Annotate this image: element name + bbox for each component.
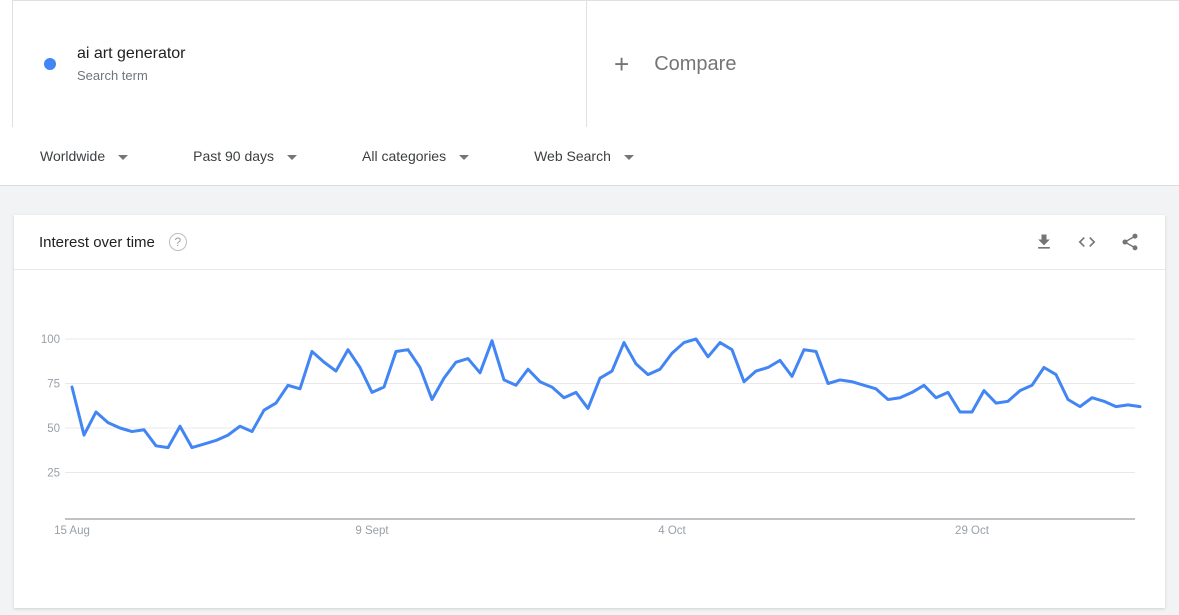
svg-text:50: 50 — [47, 423, 60, 435]
compare-add-card[interactable]: + Compare — [587, 0, 1179, 127]
filter-searchtype-label: Web Search — [534, 148, 611, 164]
chevron-down-icon — [623, 154, 634, 160]
filter-category-dropdown[interactable]: All categories — [362, 148, 470, 164]
svg-text:4 Oct: 4 Oct — [658, 525, 686, 537]
share-button[interactable] — [1120, 232, 1140, 252]
chart-card-header: Interest over time ? — [14, 215, 1165, 270]
filter-geo-dropdown[interactable]: Worldwide — [40, 148, 129, 164]
chart-title: Interest over time — [39, 233, 155, 251]
interest-over-time-card: Interest over time ? — [14, 215, 1165, 608]
svg-text:100: 100 — [41, 334, 60, 346]
search-term-type: Search term — [77, 68, 148, 83]
filter-geo-label: Worldwide — [40, 148, 106, 164]
interest-chart[interactable]: 25 50 75 100 15 Aug 9 Sept 4 Oct 29 Oct — [14, 270, 1165, 608]
chevron-down-icon — [118, 154, 129, 160]
filter-searchtype-dropdown[interactable]: Web Search — [534, 148, 634, 164]
terms-gutter — [0, 0, 13, 127]
compare-label: Compare — [654, 52, 737, 75]
trend-line-chart: 25 50 75 100 15 Aug 9 Sept 4 Oct 29 Oct — [41, 334, 1142, 537]
embed-button[interactable] — [1077, 232, 1097, 252]
download-button[interactable] — [1034, 232, 1054, 252]
filter-time-dropdown[interactable]: Past 90 days — [193, 148, 298, 164]
filter-bar: Worldwide Past 90 days All categories We… — [0, 127, 1179, 186]
download-icon — [1038, 234, 1050, 249]
svg-text:29 Oct: 29 Oct — [955, 525, 990, 537]
series-color-dot — [44, 58, 56, 70]
chevron-down-icon — [287, 154, 298, 160]
page-body: Interest over time ? — [0, 186, 1179, 608]
chevron-down-icon — [459, 154, 470, 160]
search-terms-bar: ai art generator Search term + Compare — [0, 0, 1179, 127]
share-icon — [1122, 233, 1138, 251]
search-term-card[interactable]: ai art generator Search term — [13, 0, 587, 127]
svg-text:15 Aug: 15 Aug — [54, 525, 90, 537]
svg-text:75: 75 — [47, 379, 60, 391]
svg-text:25: 25 — [47, 468, 60, 480]
plus-icon: + — [614, 49, 630, 79]
filter-time-label: Past 90 days — [193, 148, 275, 164]
filter-category-label: All categories — [362, 148, 447, 164]
svg-text:9 Sept: 9 Sept — [355, 525, 389, 537]
search-term-text: ai art generator Search term — [77, 45, 186, 83]
help-icon[interactable]: ? — [168, 233, 187, 251]
search-term-title: ai art generator — [77, 45, 186, 62]
chart-actions — [1034, 232, 1140, 252]
embed-icon — [1078, 237, 1096, 247]
